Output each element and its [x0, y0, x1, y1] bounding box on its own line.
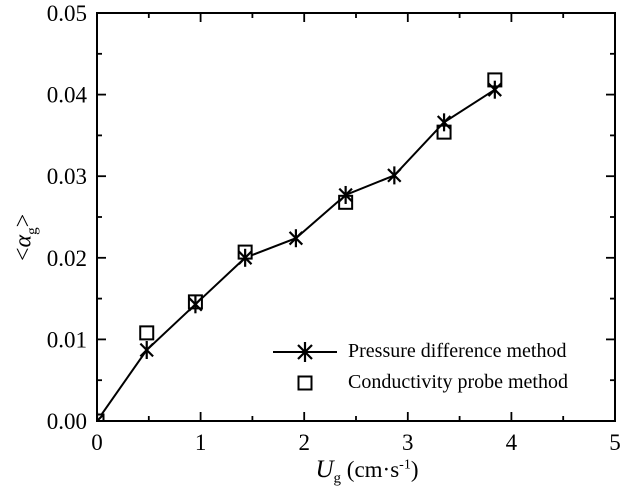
- y-axis-label-symbol: α: [10, 234, 37, 248]
- x-axis-unit-exponent: -1: [399, 457, 411, 473]
- data-layer: [97, 72, 503, 421]
- star-marker: [338, 187, 353, 203]
- x-tick-label: 1: [195, 430, 207, 455]
- star-marker: [487, 82, 502, 97]
- y-axis-label-open: <: [10, 247, 37, 262]
- legend-label-pressure-difference: Pressure difference method: [348, 340, 567, 362]
- star-marker: [288, 231, 304, 246]
- star-marker: [188, 297, 203, 312]
- star-marker: [97, 413, 105, 421]
- legend-label-conductivity-probe: Conductivity probe method: [348, 371, 568, 393]
- x-axis-variable: U: [315, 456, 334, 483]
- x-axis-label: Ug (cm·s-1): [217, 456, 517, 488]
- y-tick-label: 0.04: [47, 83, 88, 108]
- y-tick-label: 0.02: [47, 246, 87, 271]
- y-tick-label: 0.00: [47, 409, 87, 434]
- y-axis-label: <αg>: [11, 172, 42, 302]
- y-tick-label: 0.03: [47, 164, 87, 189]
- y-axis-label-subscript: g: [24, 227, 41, 235]
- x-axis-unit-close: ): [410, 457, 419, 482]
- star-line-marker-icon: [273, 341, 337, 362]
- ticks-layer: [96, 12, 616, 422]
- x-tick-label: 5: [609, 430, 621, 455]
- y-axis-label-close: >: [10, 213, 37, 228]
- star-marker: [436, 115, 452, 130]
- legend-entry-conductivity-probe: Conductivity probe method: [268, 367, 568, 398]
- star-marker: [387, 168, 402, 183]
- x-axis-unit-open: (cm·s: [341, 457, 400, 482]
- star-marker: [238, 250, 253, 265]
- x-tick-label: 3: [402, 430, 414, 455]
- x-tick-label: 0: [91, 430, 103, 455]
- x-axis-subscript: g: [333, 470, 342, 487]
- x-tick-label: 4: [506, 430, 518, 455]
- chart-legend: Pressure difference method Conductivity …: [268, 336, 568, 398]
- square-marker-icon: [297, 375, 313, 390]
- star-marker: [139, 342, 154, 358]
- x-tick-label: 2: [298, 430, 310, 455]
- legend-entry-pressure-difference: Pressure difference method: [268, 336, 568, 367]
- y-tick-label: 0.01: [47, 327, 87, 352]
- y-tick-label: 0.05: [47, 1, 87, 26]
- square-marker: [139, 325, 155, 341]
